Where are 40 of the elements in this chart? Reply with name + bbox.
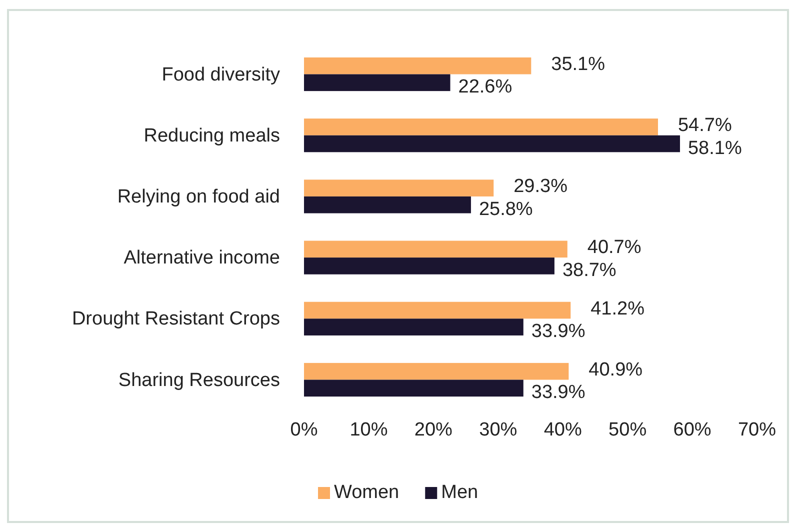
data-label: 40.7% [587,237,642,258]
bar [304,258,554,274]
x-tick-label: 60% [673,419,712,440]
data-label: 40.9% [588,359,643,380]
bar [304,302,571,319]
x-tick-label: 30% [479,419,518,440]
bar [304,318,524,336]
y-tick-label: Relying on food aid [117,186,280,208]
y-tick-label: Drought Resistant Crops [72,308,280,330]
bar [304,196,471,214]
bar [304,180,494,196]
y-tick-label: Food diversity [162,64,280,86]
bar [304,240,568,258]
y-tick-label: Sharing Resources [118,370,280,391]
data-label: 35.1% [551,54,606,75]
bar [304,135,680,152]
data-label: 54.7% [678,114,732,136]
data-label: 41.2% [590,298,645,320]
legend-label: Women [334,482,400,504]
data-label: 33.9% [531,382,586,404]
bar [304,362,569,380]
x-tick-label: 20% [414,419,453,440]
y-tick-label: Alternative income [124,248,280,269]
x-tick-label: 40% [544,419,582,440]
x-tick-label: 50% [608,419,647,440]
bar [304,118,658,136]
y-tick-label: Reducing meals [144,125,280,146]
x-tick-label: 10% [350,419,388,440]
x-tick-label: 70% [738,419,776,440]
data-label: 58.1% [688,138,742,159]
data-label: 33.9% [531,321,586,342]
x-tick-label: 0% [290,419,318,440]
bar [304,380,524,397]
data-label: 38.7% [562,260,616,281]
bar [304,57,532,74]
legend-label: Men [441,482,478,504]
data-label: 25.8% [478,198,533,220]
bar [304,74,450,92]
data-label: 29.3% [514,176,568,198]
data-label: 22.6% [458,76,512,98]
